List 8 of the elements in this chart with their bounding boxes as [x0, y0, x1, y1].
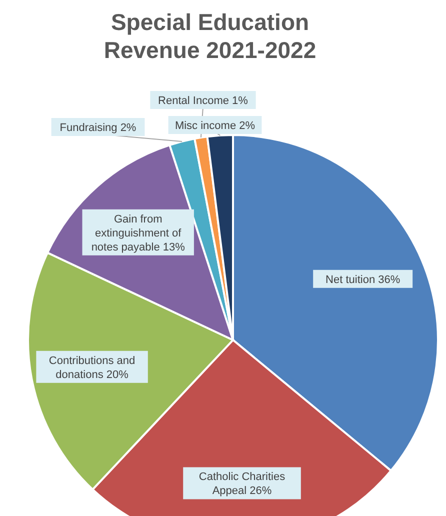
slice-label: Catholic Charities Appeal 26%: [198, 471, 286, 498]
slice-label: Rental Income 1%: [158, 95, 248, 107]
slice-label: Net tuition 36%: [326, 274, 400, 286]
slice-label: Contributions and donations 20%: [48, 354, 136, 381]
chart-title: Special Education Revenue 2021-2022: [102, 8, 318, 64]
slice-label: Gain from extinguishment of notes payable 13%: [91, 213, 186, 254]
slice-label: Fundraising 2%: [60, 122, 136, 134]
slice-label: Misc income 2%: [174, 120, 256, 132]
